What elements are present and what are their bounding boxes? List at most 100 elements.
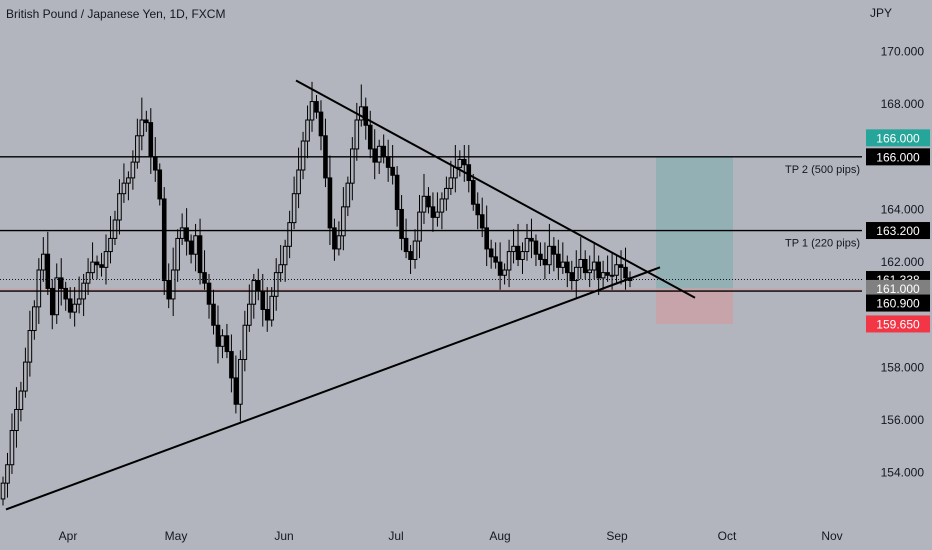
candle-body [309,101,315,121]
price-tick-label: 170.000 [881,45,925,59]
target-zone[interactable] [656,156,733,289]
candle-body [412,240,418,260]
candle-body [538,253,543,260]
candle-body [511,245,516,253]
candle-body [67,298,73,313]
candle-body [103,251,109,268]
price-tick-label: 164.000 [881,202,925,216]
chart-title: British Pound / Japanese Yen, 1D, FXCM [6,7,226,21]
candle-body [215,324,221,347]
candle-body [54,277,60,316]
candles-layer [0,81,633,506]
candle-body [466,164,472,182]
take-profit-badge-text: 166.000 [876,131,920,145]
candle-body [520,251,525,260]
level-badge-text: 163.200 [876,224,920,238]
candle-body [251,280,257,305]
candle-body [394,174,400,210]
candle-body [439,198,445,213]
price-tick-label: 154.000 [881,466,925,480]
candle-body [273,272,279,297]
candle-body [32,306,37,332]
take-profit-badge[interactable] [866,129,930,147]
candle-body [49,287,55,316]
candle-body [242,324,248,360]
candle-body [582,258,588,274]
candle-body [354,119,360,150]
candle-body [596,261,601,279]
candle-body [202,272,207,284]
candle-body [547,245,552,266]
month-label: Nov [821,529,842,543]
entry-badge[interactable] [866,279,930,297]
candle-body [148,122,154,158]
candle-body [278,264,283,274]
candle-body [524,237,530,253]
candle-body [444,187,449,200]
drawings-layer: TP 2 (500 pips) TP 1 (220 pips) [0,79,862,511]
candle-body [614,264,619,276]
candle-body [556,253,561,268]
candle-body [569,272,575,282]
candle-body [515,245,521,260]
candle-body [529,237,534,242]
month-label: Apr [59,529,78,543]
candle-body [63,287,69,300]
month-label: Oct [718,529,737,543]
candle-body [121,182,127,195]
candle-body [600,272,606,279]
candle-body [139,119,145,137]
lower-trendline[interactable] [5,266,661,511]
level-badge-text: 166.000 [876,150,920,164]
stop-zone[interactable] [656,288,733,324]
time-axis[interactable]: Apr May Jun Jul Aug Sep Oct Nov [59,529,843,543]
candle-body [327,177,333,229]
candle-body [300,140,306,171]
candle-body [403,237,409,253]
candle-body [399,208,404,239]
stop-badge[interactable] [866,315,930,333]
candle-body [435,211,440,218]
candle-body [90,261,95,274]
candle-body [305,119,310,142]
candle-body [152,156,158,171]
candle-body [408,251,413,260]
level-badge[interactable] [866,294,930,312]
month-label: May [165,529,188,543]
candle-body [5,464,10,484]
candle-body [170,269,176,300]
candle-body [76,298,82,305]
candle-body [457,158,463,168]
upper-trendline[interactable] [295,79,696,299]
candle-body [99,264,104,268]
candle-body [421,195,427,213]
candle-body [184,227,189,242]
candle-body [363,106,369,126]
price-axis[interactable]: JPY 154.000 156.000 158.000 162.000 164.000 1… [866,6,930,480]
candle-body [238,358,243,405]
candle-body [197,235,203,274]
currency-label: JPY [870,6,892,20]
candle-body [484,227,489,250]
month-label: Jun [274,529,293,543]
candle-body [161,198,167,282]
candle-body [506,251,512,271]
candle-body [533,240,539,255]
candle-body [461,158,467,166]
candle-body [0,482,6,500]
level-badge[interactable] [866,222,930,240]
entry-badge-text: 161.000 [876,282,920,296]
candle-body [108,237,113,253]
candle-body [269,295,275,321]
candle-body [206,282,212,305]
candle-body [358,106,364,121]
candle-body [479,214,485,229]
candle-body [502,269,507,276]
level-badge[interactable] [866,148,930,166]
candle-body [45,253,51,289]
candle-body [211,303,216,326]
candle-body [560,261,566,268]
candle-body [587,269,592,274]
candle-body [175,237,180,271]
